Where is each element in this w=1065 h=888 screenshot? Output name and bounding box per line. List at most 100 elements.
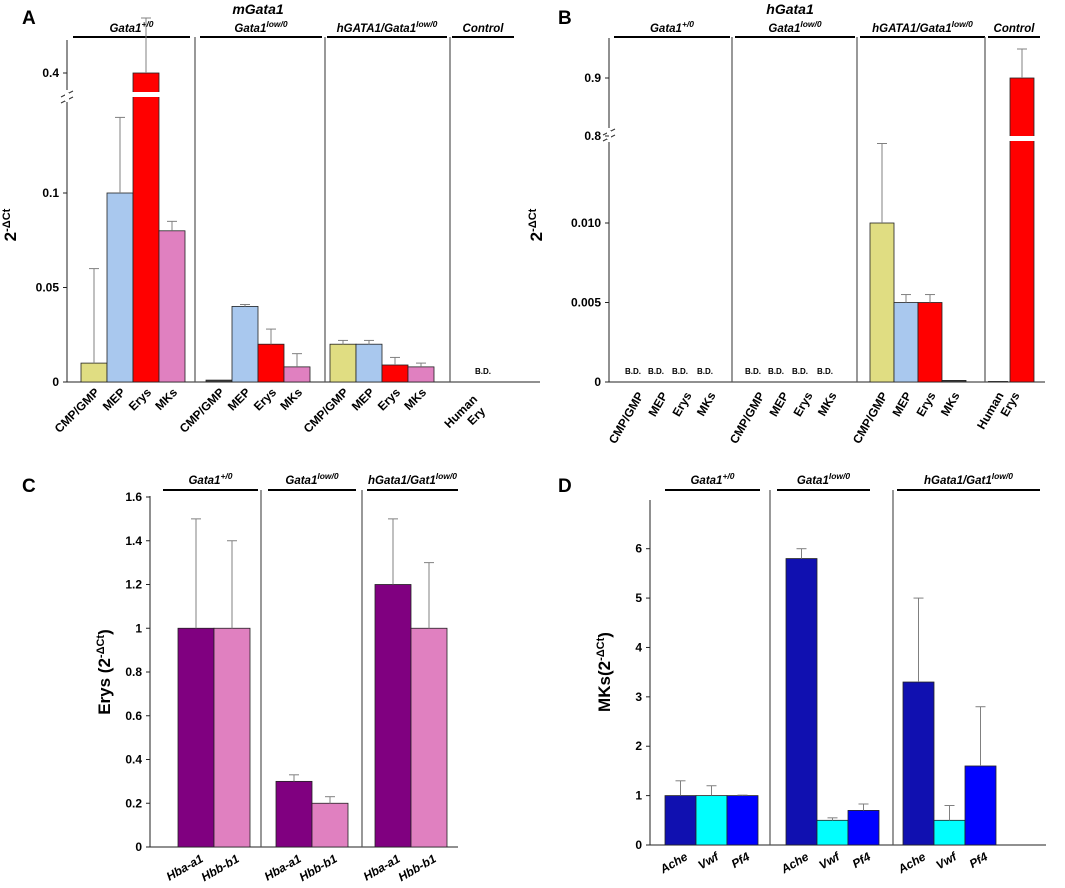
category-label: MEP	[100, 385, 128, 413]
y-tick-label: 0.2	[125, 796, 142, 810]
bar-mks	[158, 230, 186, 383]
category-label: CMP/GMP	[606, 390, 647, 447]
y-axis-label: 2-ΔCt	[1, 208, 20, 241]
bar-vwf	[933, 819, 966, 846]
bar-cmp-gmp	[80, 362, 108, 383]
bar-mep	[231, 305, 259, 383]
bar-hbb-b1	[410, 627, 448, 848]
bd-label: B.D.	[745, 367, 761, 376]
y-tick-label: 4	[635, 640, 642, 654]
y-tick-label: 5	[635, 591, 642, 605]
category-label: Erys	[913, 389, 938, 419]
bar-mep	[355, 343, 383, 383]
y-tick-label: 1	[135, 621, 142, 635]
bar-mep	[106, 192, 134, 383]
y-tick-label: 0.4	[125, 753, 142, 767]
category-label: Hbb-b1	[396, 851, 439, 884]
bar-vwf	[695, 795, 728, 846]
bar-mks	[941, 380, 967, 383]
bar-pf4	[964, 765, 997, 846]
category-label: Hba-a1	[361, 851, 403, 883]
bd-label: B.D.	[817, 367, 833, 376]
bar-cmp-gmp	[205, 379, 233, 383]
category-label: MEP	[645, 390, 670, 420]
y-axis-label: MKs(2-ΔCt)	[595, 632, 614, 712]
y-axis-label: Erys (2-ΔCt)	[95, 629, 114, 715]
category-label: MKs	[401, 385, 429, 413]
bar-pf4	[726, 795, 759, 846]
category-label: MEP	[766, 390, 791, 420]
category-label: Pf4	[729, 849, 752, 871]
axis-break-gap	[607, 131, 611, 139]
category-label: Erys	[375, 385, 404, 414]
bar-mks	[283, 366, 311, 383]
bar-hbb-b1	[213, 627, 251, 848]
category-label: Erys	[126, 385, 155, 414]
y-tick-label: 6	[635, 542, 642, 556]
group-label: Gata1+/0	[109, 19, 153, 35]
category-label: Erys	[251, 385, 280, 414]
y-tick-label: 0.1	[42, 186, 59, 200]
bar-ache	[664, 795, 697, 846]
group-label: hGATA1/Gata1low/0	[337, 19, 438, 35]
bar-pf4	[847, 810, 880, 846]
y-tick-label: 1.4	[125, 534, 142, 548]
category-label: CMP/GMP	[850, 390, 891, 447]
y-tick-label: 0.005	[571, 296, 601, 310]
group-label: Control	[463, 23, 505, 35]
y-tick-label: 0.8	[125, 665, 142, 679]
category-label: CMP/GMP	[301, 385, 351, 435]
bar-erys	[257, 343, 285, 383]
category-label: Hbb-b1	[297, 851, 340, 884]
category-label: Ache	[657, 849, 691, 876]
y-tick-label: 3	[635, 690, 642, 704]
group-label: Gata1+/0	[188, 471, 232, 487]
y-tick-label: 0	[594, 375, 601, 389]
bar-cmp-gmp	[329, 343, 357, 383]
y-tick-label: 0	[635, 838, 642, 852]
category-label: CMP/GMP	[177, 385, 227, 435]
bar-ache	[902, 681, 935, 846]
category-label: MEP	[889, 390, 914, 420]
group-label: Gata1low/0	[768, 19, 821, 35]
group-label: Gata1low/0	[285, 471, 338, 487]
y-tick-label: 0.4	[42, 66, 59, 80]
bd-label: B.D.	[475, 367, 491, 376]
group-label: hGATA1/Gata1low/0	[872, 19, 973, 35]
category-label: CMP/GMP	[52, 385, 102, 435]
y-tick-label: 0.010	[571, 216, 601, 230]
y-axis-label: 2-ΔCt	[527, 208, 546, 241]
category-label: Hba-a1	[164, 851, 206, 883]
bar-mks	[407, 366, 435, 383]
category-label: MKs	[815, 389, 840, 418]
bar-hba-a1	[177, 627, 215, 848]
bar-hbb-b1	[311, 802, 349, 848]
bd-label: B.D.	[672, 367, 688, 376]
panel-d-letter: D	[558, 476, 572, 497]
panel-d: D 0 1 2 3 4 5 6 MKs(2-ΔCt) Gata1+/0 Gata1low/0 hGat…	[558, 471, 1046, 877]
bd-label: B.D.	[648, 367, 664, 376]
group-label: Gata1+/0	[690, 471, 734, 487]
category-label: Erys	[669, 389, 694, 419]
category-label: MKs	[938, 389, 963, 418]
bar-human-erys	[1009, 77, 1035, 383]
bar-erys	[381, 364, 409, 383]
y-tick-label: 1.2	[125, 578, 142, 592]
bar-erys	[917, 302, 943, 383]
bar-hba-a1	[275, 780, 313, 848]
y-tick-label: 0.05	[36, 281, 60, 295]
bar-vwf	[816, 819, 849, 846]
y-tick-label: 0.6	[125, 709, 142, 723]
bar-erys	[132, 72, 160, 383]
bar-break-gap	[132, 92, 160, 97]
category-label: MKs	[694, 389, 719, 418]
group-label: Gata1+/0	[650, 19, 694, 35]
bd-label: B.D.	[792, 367, 808, 376]
category-label: Vwf	[696, 849, 722, 872]
category-label: Erys	[790, 389, 815, 419]
category-label: MKs	[152, 385, 180, 413]
category-label: MEP	[225, 385, 253, 413]
category-label: MEP	[349, 385, 377, 413]
category-label: Vwf	[817, 849, 843, 872]
